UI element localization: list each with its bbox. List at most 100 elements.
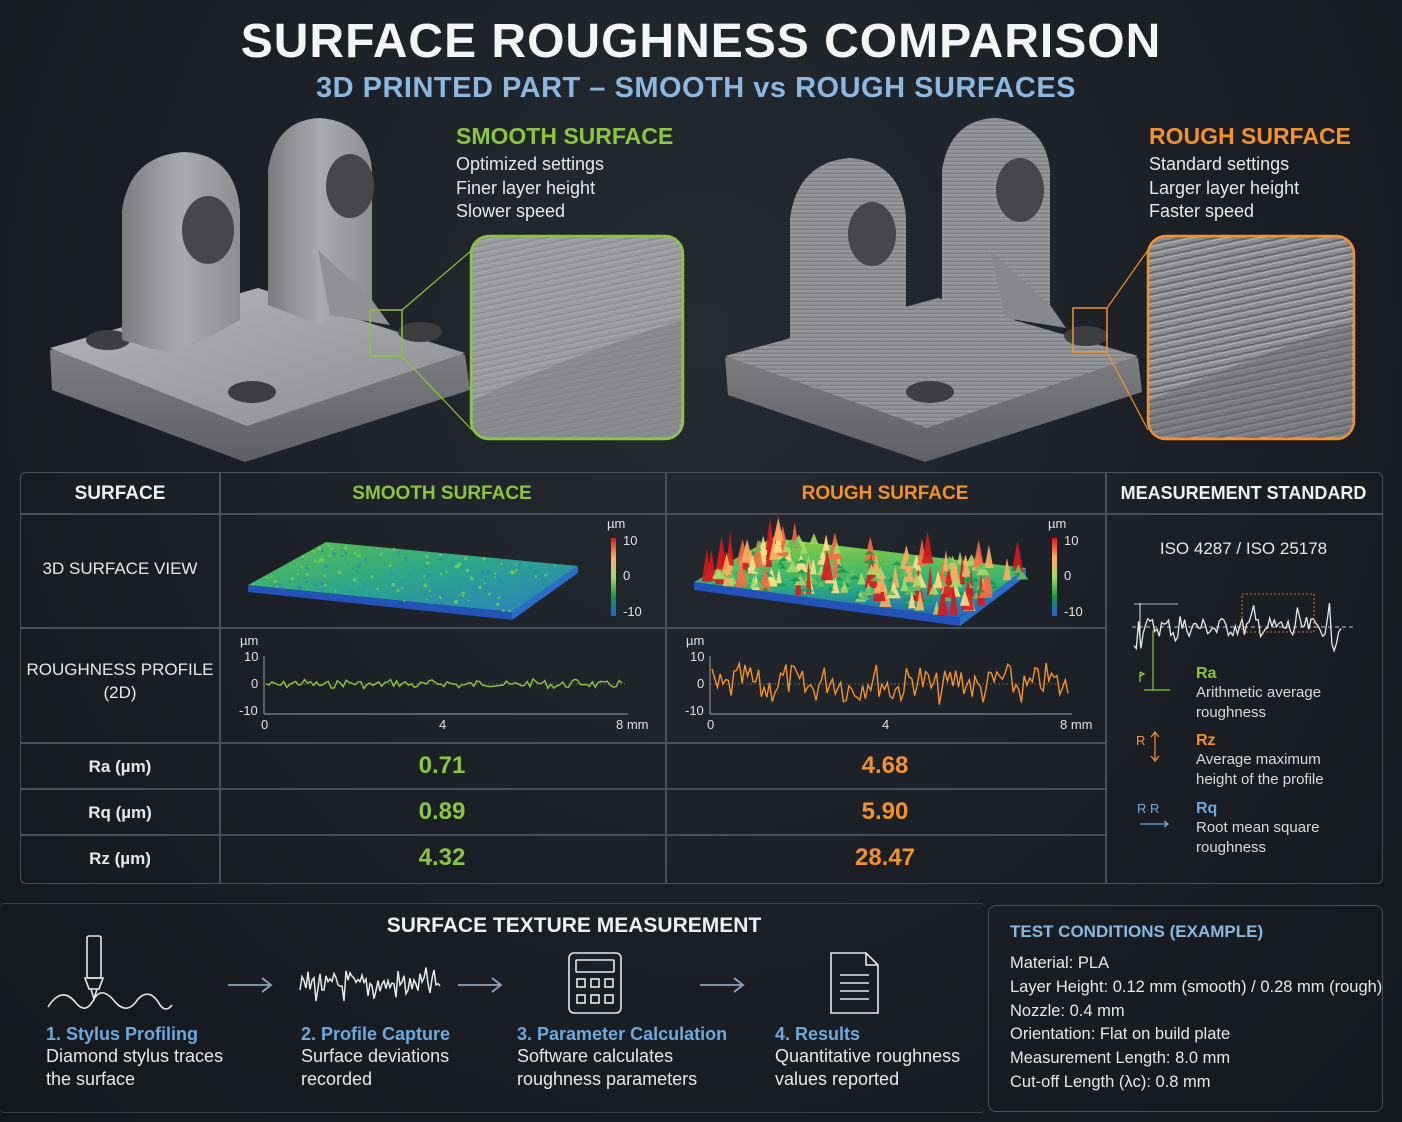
surface-speck [391, 582, 396, 587]
arrow-icon [700, 977, 745, 993]
surface-peak [920, 598, 933, 603]
surface-speck [352, 577, 357, 582]
profile-ytick: 0 [697, 676, 704, 691]
surface-speck [480, 589, 484, 593]
surface-peak [773, 534, 783, 553]
rough-rq-value: 5.90 [861, 798, 909, 825]
surface-speck [298, 585, 303, 590]
surface-speck [337, 570, 342, 575]
surface-peak [961, 554, 971, 577]
row-label-profile: ROUGHNESS PROFILE (2D) [21, 658, 219, 704]
surface-speck [356, 569, 359, 573]
legend-rq-desc: roughness [1196, 839, 1267, 856]
standard-profile-diagram [1132, 593, 1355, 691]
surface-peak [857, 572, 866, 585]
standard-name: ISO 4287 / ISO 25178 [1159, 539, 1328, 558]
surface-speck [354, 552, 357, 555]
surface-peak [805, 560, 812, 594]
surface-speck [314, 582, 319, 587]
surface-peak [854, 594, 861, 599]
step-text: recorded [301, 1069, 373, 1089]
surface-speck [524, 576, 528, 581]
surface-peak [776, 582, 788, 587]
surface-speck [480, 570, 485, 575]
surface-peak [942, 549, 949, 572]
legend-rq-name: Rq [1196, 800, 1218, 817]
surface-speck [425, 576, 428, 580]
process-section [0, 903, 985, 1113]
surface-speck [526, 574, 531, 578]
surface-peak [794, 574, 807, 586]
surface-speck [518, 598, 522, 602]
profile-xtick: 8 mm [616, 717, 649, 732]
surface-speck [428, 589, 431, 592]
row-label-profile-line: (2D) [103, 683, 137, 702]
test-condition-line: Layer Height: 0.12 mm (smooth) / 0.28 mm… [1010, 977, 1383, 996]
surface-peak [755, 545, 763, 551]
surface-speck [296, 572, 299, 575]
surface-speck [265, 576, 269, 579]
surface-speck [392, 547, 396, 551]
surface-speck [275, 586, 278, 589]
profile-xtick: 0 [707, 717, 714, 732]
surface-peak [832, 550, 839, 578]
smooth-zoom-image [469, 234, 685, 441]
svg-text:R: R [1136, 733, 1145, 748]
surface-peak [822, 534, 830, 551]
surface-speck [377, 550, 380, 553]
surface-peak [864, 550, 875, 555]
surface-speck [515, 605, 519, 608]
step-text: Quantitative roughness [775, 1046, 961, 1066]
surface-speck [273, 579, 277, 584]
surface-speck [370, 575, 374, 579]
colorbar-unit: µm [607, 516, 625, 531]
surface-speck [278, 583, 283, 587]
step-title: 1. Stylus Profiling [46, 1024, 199, 1044]
surface-speck [396, 589, 400, 593]
profile-unit: µm [240, 633, 258, 648]
surface-speck [511, 592, 515, 596]
surface-speck [436, 596, 441, 601]
surface-speck [489, 594, 491, 596]
surface-speck [456, 565, 460, 569]
surface-peak [875, 570, 887, 592]
step-text: values reported [775, 1069, 900, 1089]
colorbar-tick: 10 [1064, 533, 1078, 548]
ra-legend-icon [1139, 671, 1146, 682]
legend-ra: Ra Arithmetic average roughness [1196, 665, 1376, 723]
surface-peak [765, 517, 775, 550]
surface-peak [750, 575, 757, 589]
surface-speck [280, 586, 284, 590]
surface-speck [469, 602, 473, 606]
surface-speck [341, 554, 344, 558]
surface-speck [270, 575, 273, 578]
surface-peak [928, 583, 940, 595]
step-2: 2. Profile Capture Surface deviations re… [301, 1024, 501, 1091]
surface-speck [515, 563, 518, 566]
surface-speck [503, 564, 507, 568]
surface-peak [794, 554, 808, 573]
surface-peak [881, 555, 891, 565]
surface-speck [340, 548, 343, 552]
surface-peak [769, 536, 779, 561]
smooth-rz-value: 4.32 [418, 844, 466, 871]
surface-peak [735, 559, 748, 587]
surface-speck [494, 576, 496, 578]
surface-peak [869, 576, 882, 582]
surface-peak [908, 591, 916, 609]
surface-peak [1010, 566, 1017, 572]
surface-peak [795, 570, 802, 578]
surface-peak [912, 584, 921, 591]
surface-peak [796, 569, 807, 574]
smooth-part-image [50, 118, 473, 462]
surface-speck [514, 569, 518, 572]
surface-peak [937, 586, 949, 616]
surface-speck [445, 570, 448, 574]
surface-speck [436, 591, 441, 596]
surface-peak [809, 576, 819, 585]
surface-speck [431, 597, 435, 601]
rough-rz-value: 28.47 [854, 844, 916, 871]
colorbar-tick: 0 [1064, 568, 1071, 583]
surface-speck [401, 587, 404, 590]
surface-speck [416, 595, 419, 598]
